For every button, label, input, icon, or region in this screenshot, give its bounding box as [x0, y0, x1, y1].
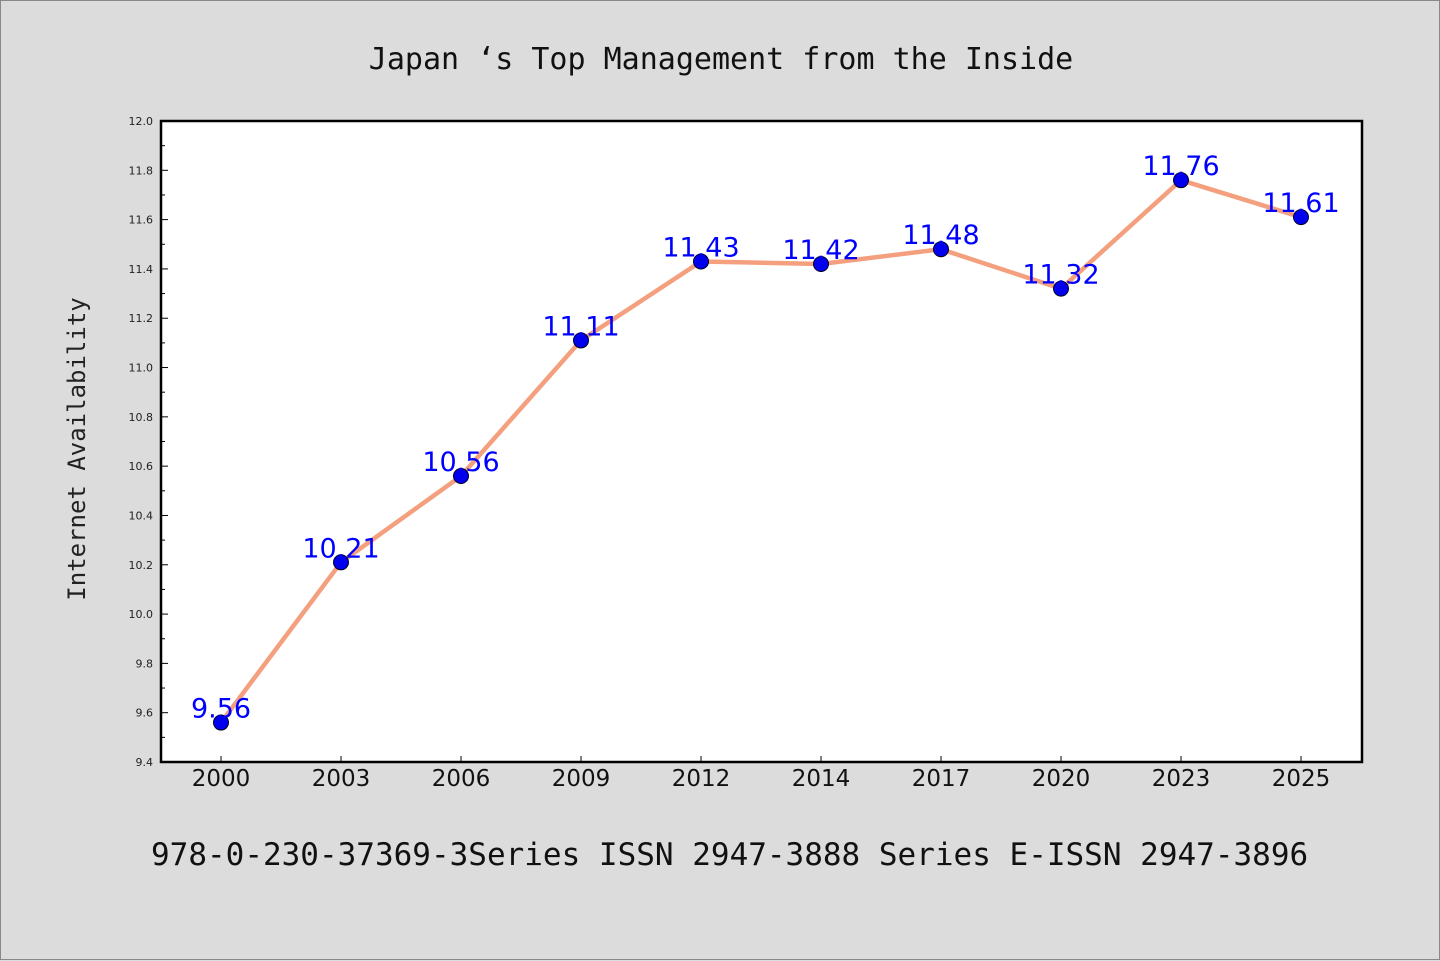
- x-tick-label: 2014: [792, 766, 851, 792]
- y-tick-label: 11.8: [129, 164, 154, 177]
- y-tick-label: 9.4: [136, 756, 154, 769]
- data-point-marker: [573, 332, 589, 349]
- x-tick-label: 2012: [672, 766, 731, 792]
- y-tick-label: 10.2: [129, 559, 154, 572]
- data-label: 11.42: [782, 235, 859, 266]
- data-point-marker: [693, 253, 709, 270]
- x-axis: 2000 2003 2006 2009 2012 2014 2017 2020 2023 2025: [192, 756, 1331, 792]
- y-tick-label: 10.6: [129, 460, 154, 473]
- data-label: 11.43: [662, 233, 739, 264]
- data-label: 11.61: [1262, 188, 1339, 219]
- chart-title: Japan ‘s Top Management from the Inside: [369, 42, 1073, 77]
- x-tick-label: 2009: [552, 766, 611, 792]
- data-point-marker: [1053, 280, 1069, 297]
- x-tick-label: 2025: [1272, 766, 1331, 792]
- x-tick-label: 2006: [432, 766, 491, 792]
- plot-area: [159, 119, 1364, 764]
- y-tick-label: 11.0: [129, 362, 154, 375]
- y-axis: 9.4 9.6 9.8 10.0 10.2 10.4 10.6 10.8 11.0 11.2 11.…: [129, 115, 168, 769]
- y-tick-label: 11.2: [129, 312, 154, 325]
- data-point-marker: [333, 554, 349, 571]
- data-label: 11.76: [1142, 151, 1219, 182]
- data-point-marker: [213, 714, 229, 731]
- data-label: 11.11: [542, 311, 619, 342]
- data-point-marker: [813, 255, 829, 272]
- y-tick-label: 9.8: [136, 657, 154, 670]
- footer-isbn-text: 978-0-230-37369-3Series ISSN 2947-3888 S…: [151, 837, 1308, 873]
- data-label: 11.48: [902, 220, 979, 251]
- data-label: 9.56: [191, 694, 251, 725]
- data-labels-group: 9.56 10.21 10.56 11.11 11.43 11.42 11.48 11.32 1…: [191, 151, 1340, 724]
- data-point-marker: [453, 468, 469, 485]
- y-axis-label: Internet Availability: [63, 297, 91, 600]
- data-point-marker: [1293, 209, 1309, 226]
- markers-group: [213, 172, 1309, 731]
- y-tick-label: 10.4: [129, 509, 154, 522]
- y-tick-label: 11.6: [129, 214, 154, 227]
- y-tick-label: 11.4: [129, 263, 154, 276]
- data-label: 10.21: [302, 533, 379, 564]
- x-tick-label: 2003: [312, 766, 371, 792]
- series-line: [218, 177, 1304, 725]
- data-label: 11.32: [1022, 260, 1099, 291]
- y-tick-label: 10.0: [129, 608, 154, 621]
- x-tick-label: 2023: [1152, 766, 1211, 792]
- y-tick-label: 9.6: [136, 707, 154, 720]
- data-point-marker: [1173, 172, 1189, 189]
- series-line-group: [218, 177, 1304, 725]
- data-point-marker: [933, 241, 949, 258]
- y-tick-label: 12.0: [129, 115, 154, 128]
- y-tick-label: 10.8: [129, 411, 154, 424]
- data-label: 10.56: [422, 447, 499, 478]
- x-tick-label: 2020: [1032, 766, 1091, 792]
- x-tick-label: 2000: [192, 766, 251, 792]
- x-tick-label: 2017: [912, 766, 971, 792]
